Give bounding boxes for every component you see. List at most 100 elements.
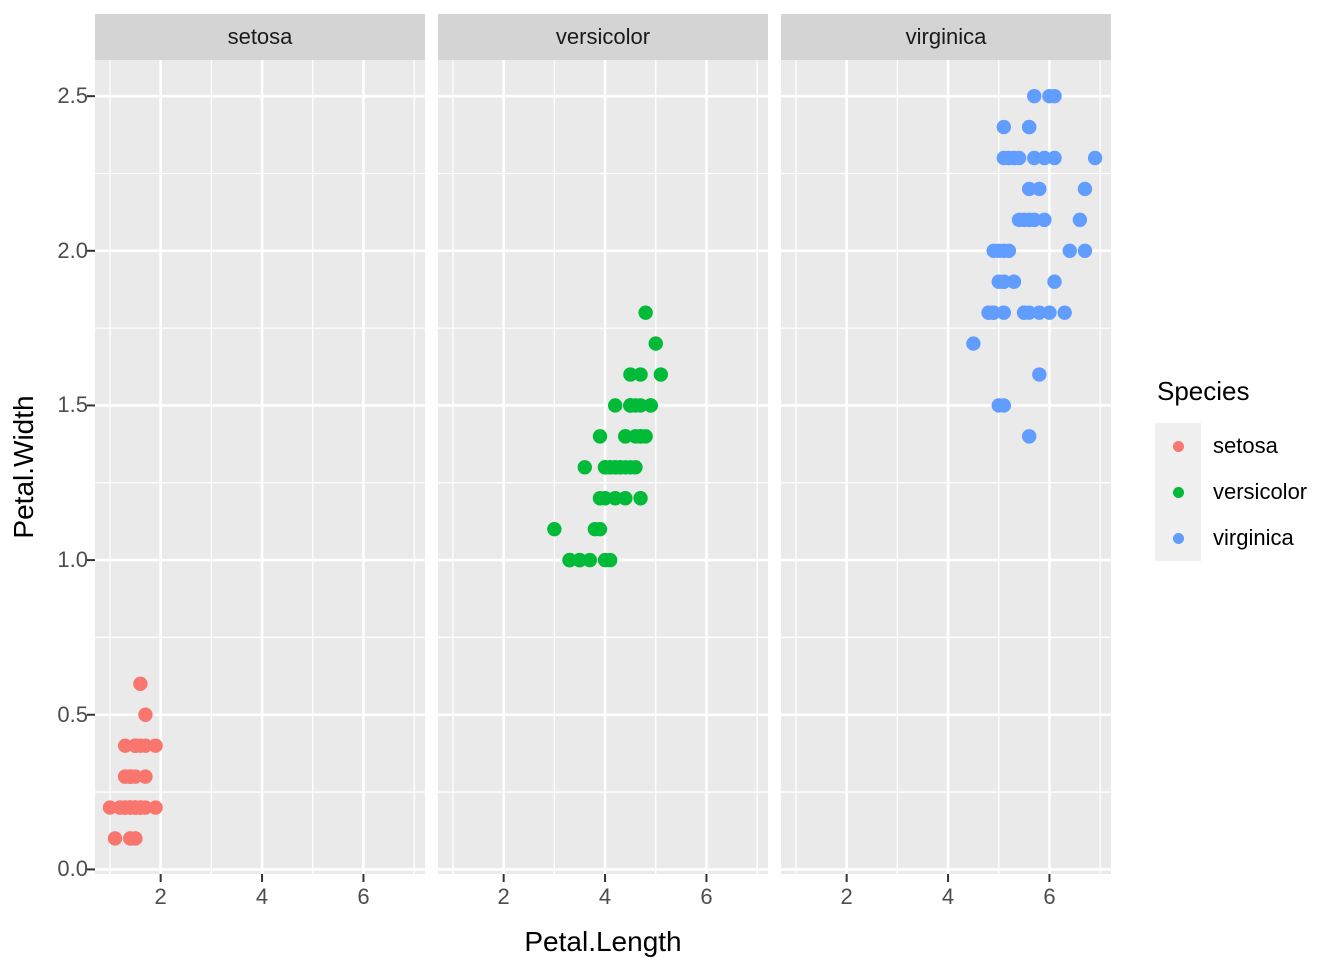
data-point-virginica — [1027, 88, 1042, 104]
data-point-versicolor — [638, 305, 653, 320]
data-point-virginica — [1011, 212, 1027, 228]
data-point-virginica — [1072, 212, 1088, 228]
x-tick-label: 4 — [598, 884, 612, 909]
y-tick-label: 1.5 — [57, 392, 88, 418]
legend-key — [1155, 515, 1201, 561]
data-point-versicolor — [547, 521, 562, 537]
data-point-versicolor — [607, 398, 623, 413]
y-tick-label: 0.0 — [57, 856, 88, 882]
facet-strip-label: virginica — [905, 24, 987, 49]
x-tick-label: 2 — [154, 884, 167, 909]
legend-label: setosa — [1213, 433, 1278, 458]
data-point-setosa — [138, 707, 153, 722]
data-point-versicolor — [653, 367, 669, 382]
data-point-virginica — [1077, 181, 1093, 197]
data-point-versicolor — [633, 398, 648, 413]
data-point-setosa — [123, 831, 138, 846]
data-point-virginica — [1077, 243, 1093, 258]
x-tick-label: 6 — [357, 884, 370, 909]
data-point-setosa — [107, 831, 123, 846]
y-tick-label: 2.5 — [57, 83, 88, 109]
data-point-virginica — [1062, 243, 1077, 258]
legend-key — [1155, 423, 1201, 469]
data-point-versicolor — [607, 491, 623, 506]
data-point-virginica — [986, 243, 1001, 258]
point-swatch-icon — [1172, 532, 1184, 544]
y-tick-label: 2.0 — [57, 237, 88, 263]
data-point-versicolor — [623, 367, 638, 382]
data-point-setosa — [138, 769, 153, 784]
data-point-versicolor — [602, 552, 618, 568]
legend: Species setosa versicolor virginica — [1155, 376, 1307, 561]
data-point-versicolor — [618, 491, 633, 506]
data-point-versicolor — [628, 429, 643, 444]
facet-strip-versicolor: versicolor — [438, 14, 768, 60]
data-point-virginica — [1021, 119, 1037, 135]
legend-item-setosa: setosa — [1155, 423, 1307, 469]
data-point-virginica — [1047, 88, 1062, 104]
data-point-virginica — [1016, 305, 1032, 320]
data-point-virginica — [1032, 367, 1047, 382]
data-point-versicolor — [592, 429, 608, 444]
data-point-setosa — [117, 738, 133, 753]
facet-strip-label: setosa — [227, 24, 293, 49]
data-point-versicolor — [577, 460, 592, 475]
data-point-setosa — [123, 769, 138, 784]
data-point-virginica — [1001, 243, 1017, 258]
data-point-virginica — [1021, 429, 1037, 444]
x-tick-label: 2 — [497, 884, 510, 909]
x-tick-label: 2 — [840, 884, 853, 909]
data-point-setosa — [148, 800, 163, 815]
data-point-virginica — [1032, 305, 1047, 320]
x-tick-label: 4 — [941, 884, 955, 909]
data-point-versicolor — [648, 336, 663, 351]
legend-label: virginica — [1213, 525, 1294, 550]
y-axis-title: Petal.Width — [8, 395, 39, 539]
data-point-setosa — [102, 800, 118, 815]
legend-item-versicolor: versicolor — [1155, 469, 1307, 515]
data-point-virginica — [1087, 150, 1103, 166]
data-point-virginica — [1021, 212, 1037, 228]
data-point-virginica — [1027, 150, 1042, 166]
point-swatch-icon — [1172, 440, 1184, 452]
x-tick-label: 4 — [255, 884, 269, 909]
data-point-virginica — [1037, 150, 1052, 166]
legend-item-virginica: virginica — [1155, 515, 1307, 561]
data-point-virginica — [966, 336, 981, 351]
data-point-virginica — [1021, 181, 1037, 197]
x-axis-title: Petal.Length — [524, 926, 682, 957]
data-point-virginica — [1042, 305, 1057, 320]
data-point-virginica — [996, 305, 1012, 320]
data-point-virginica — [1047, 274, 1062, 289]
data-point-versicolor — [562, 552, 577, 568]
data-point-virginica — [1032, 181, 1047, 197]
data-point-virginica — [1047, 150, 1062, 166]
legend-items: setosa versicolor virginica — [1155, 423, 1307, 561]
facet-panel-setosa — [95, 60, 425, 874]
facet-panel-virginica — [781, 60, 1111, 874]
data-point-versicolor — [623, 398, 638, 413]
data-point-virginica — [1011, 150, 1027, 166]
data-point-versicolor — [618, 429, 633, 444]
data-point-virginica — [1006, 274, 1022, 289]
data-point-setosa — [148, 738, 163, 753]
data-point-virginica — [991, 274, 1006, 289]
x-tick-label: 6 — [1043, 884, 1056, 909]
data-point-virginica — [1057, 305, 1072, 320]
y-tick-label: 1.0 — [57, 547, 88, 573]
facet-strip-setosa: setosa — [95, 14, 425, 60]
data-point-setosa — [128, 738, 143, 753]
data-point-versicolor — [638, 429, 653, 444]
data-point-virginica — [981, 305, 996, 320]
data-point-versicolor — [613, 460, 628, 475]
data-point-setosa — [133, 676, 148, 692]
data-point-virginica — [996, 398, 1012, 413]
point-swatch-icon — [1172, 486, 1184, 498]
data-point-versicolor — [587, 521, 603, 537]
data-point-versicolor — [582, 552, 598, 568]
data-point-versicolor — [643, 398, 658, 413]
data-point-virginica — [1037, 212, 1052, 228]
x-tick-label: 6 — [700, 884, 713, 909]
